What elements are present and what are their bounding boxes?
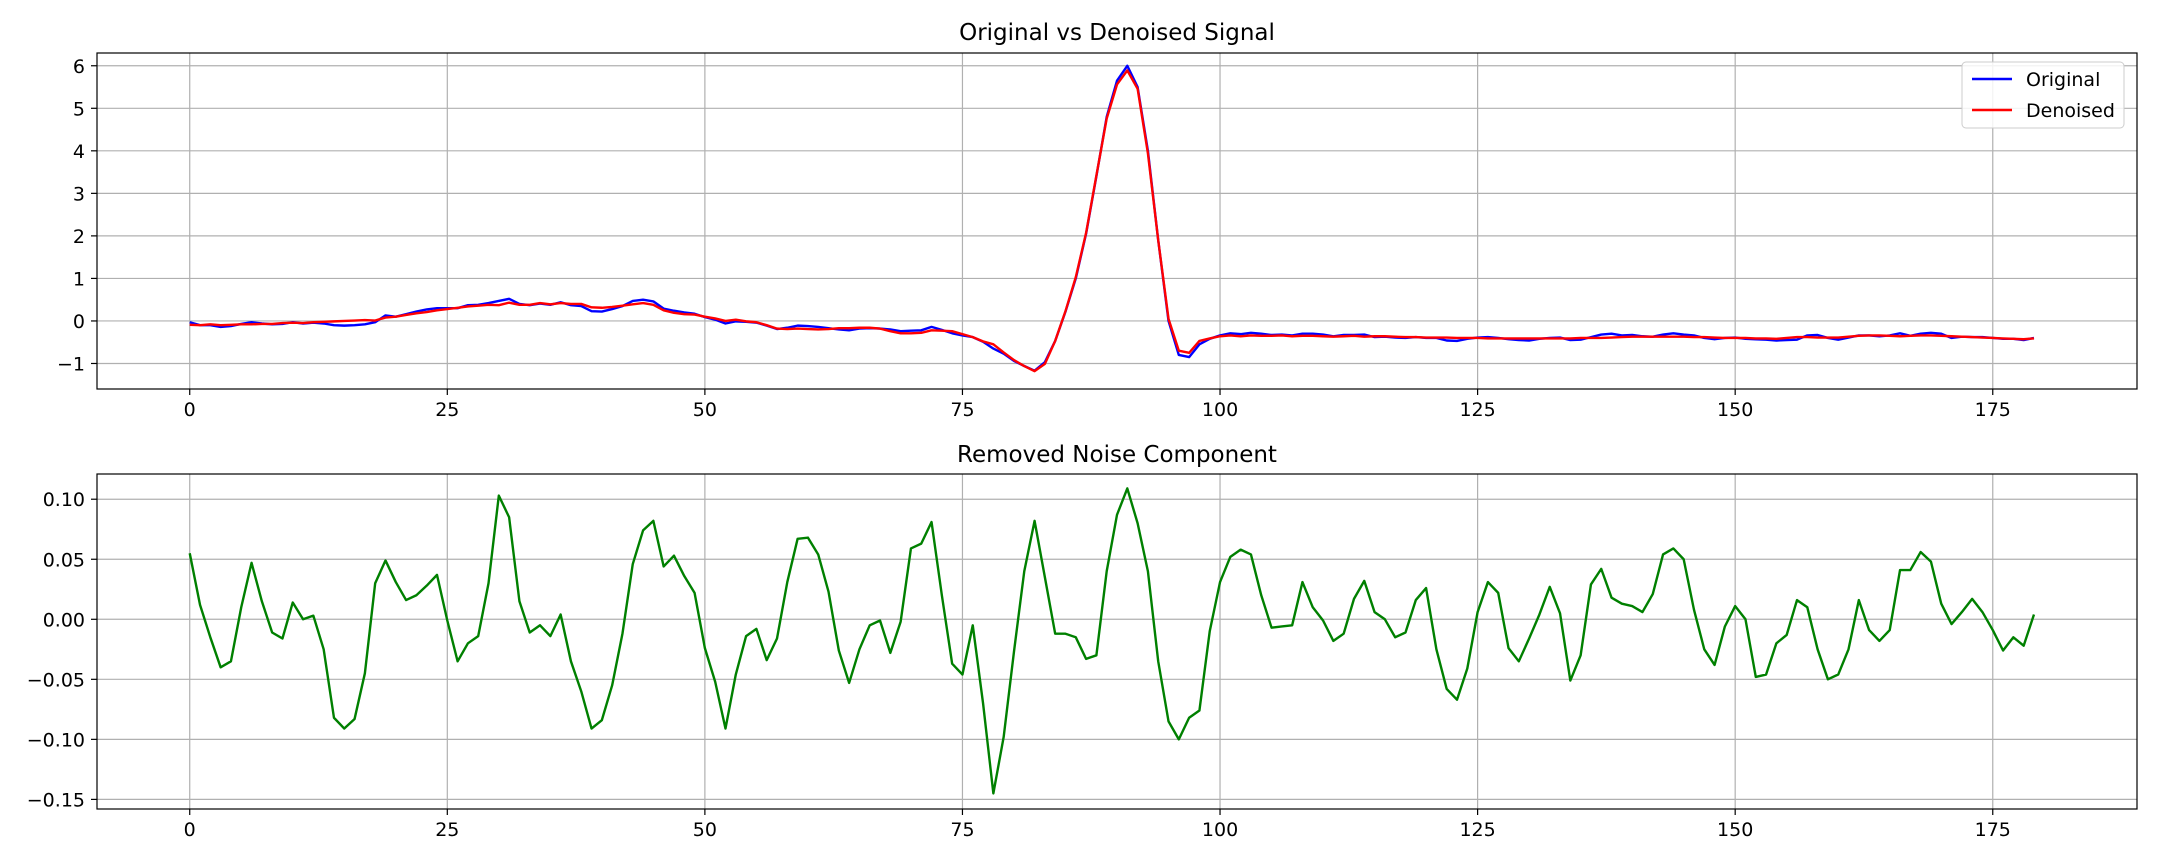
noise-xtick-label: 100 xyxy=(1202,819,1238,841)
signal-ytick-label: −1 xyxy=(57,353,85,375)
legend-label-original: Original xyxy=(2026,69,2100,91)
noise-xtick-label: 125 xyxy=(1459,819,1495,841)
legend: Original Denoised xyxy=(1961,61,2125,129)
noise-ytick-label: 0.10 xyxy=(43,489,85,511)
noise-ytick-label: 0.05 xyxy=(43,549,85,571)
signal-chart-frame xyxy=(96,52,2138,390)
noise-chart-grid xyxy=(97,474,2137,809)
noise-xtick-label: 175 xyxy=(1975,819,2011,841)
noise-chart: Removed Noise Component 0 25 50 75 100 125 150… xyxy=(27,442,2138,841)
noise-xtick-label: 150 xyxy=(1717,819,1753,841)
signal-chart-title: Original vs Denoised Signal xyxy=(959,20,1275,46)
noise-chart-title: Removed Noise Component xyxy=(957,442,1277,468)
signal-chart-series xyxy=(189,64,2035,373)
signal-ytick-label: 1 xyxy=(73,268,85,290)
series-line-noise xyxy=(188,487,2036,795)
noise-xtick-label: 50 xyxy=(693,819,717,841)
noise-ytick-label: −0.15 xyxy=(27,789,85,811)
signal-xtick-label: 175 xyxy=(1975,399,2011,421)
noise-xtick-label: 0 xyxy=(184,819,196,841)
signal-chart-ticks: 0 25 50 75 100 125 150 175 −1 0 1 2 3 4 5 6 xyxy=(57,56,2011,421)
signal-xtick-label: 50 xyxy=(693,399,717,421)
signal-ytick-label: 5 xyxy=(73,98,85,120)
signal-ytick-label: 0 xyxy=(73,311,85,333)
signal-xtick-label: 150 xyxy=(1717,399,1753,421)
noise-ytick-label: 0.00 xyxy=(43,609,85,631)
signal-ytick-label: 3 xyxy=(73,183,85,205)
noise-chart-series xyxy=(188,487,2036,795)
signal-chart: Original vs Denoised Signal 0 25 50 75 100 12… xyxy=(57,20,2138,421)
signal-ytick-label: 6 xyxy=(73,56,85,78)
series-line-denoised xyxy=(189,69,2035,373)
noise-chart-frame xyxy=(96,473,2138,810)
legend-label-denoised: Denoised xyxy=(2026,100,2115,122)
signal-chart-grid xyxy=(97,53,2137,389)
noise-chart-ticks: 0 25 50 75 100 125 150 175 −0.15 −0.10 −0.05 0.00 0.… xyxy=(27,489,2011,841)
noise-xtick-label: 25 xyxy=(435,819,459,841)
noise-xtick-label: 75 xyxy=(950,819,974,841)
signal-xtick-label: 100 xyxy=(1202,399,1238,421)
signal-xtick-label: 125 xyxy=(1459,399,1495,421)
noise-ytick-label: −0.10 xyxy=(27,729,85,751)
signal-ytick-label: 2 xyxy=(73,226,85,248)
signal-xtick-label: 0 xyxy=(184,399,196,421)
noise-ytick-label: −0.05 xyxy=(27,669,85,691)
signal-xtick-label: 75 xyxy=(950,399,974,421)
signal-xtick-label: 25 xyxy=(435,399,459,421)
signal-ytick-label: 4 xyxy=(73,141,85,163)
